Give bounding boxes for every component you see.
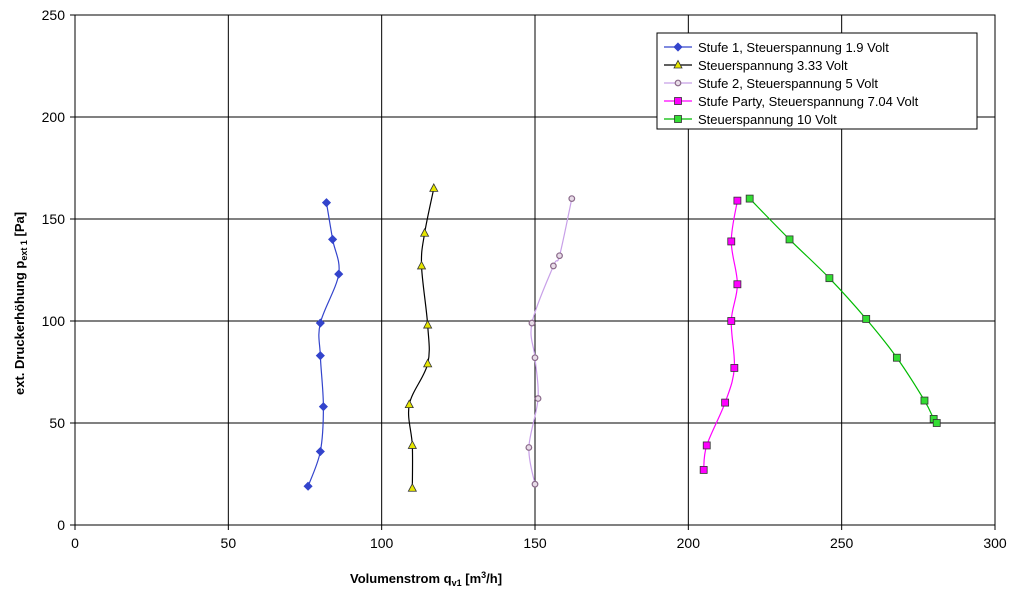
x-tick-label: 100 — [370, 535, 394, 551]
series-4 — [699, 196, 742, 474]
data-point — [550, 262, 557, 270]
y-tick-label: 100 — [42, 313, 66, 329]
data-point — [727, 317, 736, 325]
series-5 — [745, 194, 941, 427]
legend-label: Stufe 2, Steuerspannung 5 Volt — [698, 76, 878, 91]
legend-label: Steuerspannung 3.33 Volt — [698, 58, 848, 73]
data-point — [730, 364, 739, 372]
data-point — [315, 446, 325, 457]
x-tick-label: 50 — [221, 535, 237, 551]
data-point — [702, 441, 711, 450]
tick-labels: 0 50 100 150 200 250 300 0 50 100 150 200 250 — [42, 7, 1007, 551]
data-point — [407, 440, 418, 449]
y-tick-label: 250 — [42, 7, 66, 23]
legend-marker — [673, 42, 683, 52]
y-tick-label: 0 — [57, 517, 65, 533]
data-point — [920, 396, 929, 405]
legend-marker — [674, 115, 682, 123]
data-point — [429, 183, 439, 192]
data-point — [404, 399, 414, 409]
data-point — [568, 195, 576, 203]
data-point — [303, 481, 313, 491]
legend-label: Stufe 1, Steuerspannung 1.9 Volt — [698, 40, 889, 55]
data-point — [318, 402, 328, 412]
legend-item-5: Steuerspannung 10 Volt — [664, 112, 837, 127]
data-point — [422, 319, 433, 329]
data-point — [407, 482, 418, 492]
data-point — [825, 274, 834, 283]
x-tick-label: 300 — [983, 535, 1007, 551]
data-point — [699, 466, 708, 474]
data-point — [556, 252, 563, 260]
legend-label: Steuerspannung 10 Volt — [698, 112, 837, 127]
series-1 — [303, 198, 344, 491]
data-point — [534, 395, 542, 402]
data-point — [733, 196, 742, 205]
y-tick-label: 50 — [49, 415, 65, 431]
legend: Stufe 1, Steuerspannung 1.9 Volt Steuersp… — [656, 32, 978, 130]
data-point — [328, 234, 338, 244]
data-point — [745, 194, 754, 203]
data-point — [422, 358, 433, 368]
data-point — [416, 260, 427, 270]
data-point — [862, 315, 871, 323]
series-2 — [404, 183, 439, 492]
data-point — [419, 227, 430, 237]
data-point — [892, 353, 901, 362]
data-point — [321, 198, 332, 208]
x-axis-label: Volumenstrom qv1 [m3/h] — [350, 570, 502, 588]
data-point — [315, 318, 325, 328]
y-tick-label: 200 — [42, 109, 66, 125]
data-point — [727, 237, 736, 246]
x-tick-label: 0 — [71, 535, 79, 551]
y-axis-label: ext. Druckerhöhung pext 1 [Pa] — [12, 212, 29, 395]
data-point — [932, 419, 941, 427]
data-point — [531, 480, 539, 488]
legend-item-3: Stufe 2, Steuerspannung 5 Volt — [664, 76, 878, 91]
x-tick-label: 250 — [830, 535, 854, 551]
data-point — [733, 280, 742, 289]
data-point — [721, 398, 730, 407]
data-point — [334, 269, 344, 279]
series-layer — [303, 183, 941, 492]
legend-item-4: Stufe Party, Steuerspannung 7.04 Volt — [664, 94, 919, 109]
y-tick-label: 150 — [42, 211, 66, 227]
legend-marker — [674, 79, 682, 87]
legend-marker — [674, 97, 682, 105]
data-point — [528, 319, 536, 327]
data-point — [315, 351, 325, 361]
x-tick-label: 200 — [677, 535, 701, 551]
legend-item-2: Steuerspannung 3.33 Volt — [664, 58, 848, 73]
data-point — [525, 444, 533, 451]
data-point — [531, 354, 539, 362]
legend-label: Stufe Party, Steuerspannung 7.04 Volt — [698, 94, 919, 109]
legend-box — [656, 32, 978, 130]
legend-item-1: Stufe 1, Steuerspannung 1.9 Volt — [664, 40, 889, 55]
legend-marker — [673, 59, 683, 69]
data-point — [785, 235, 794, 244]
x-tick-label: 150 — [523, 535, 547, 551]
series-3 — [525, 195, 576, 488]
